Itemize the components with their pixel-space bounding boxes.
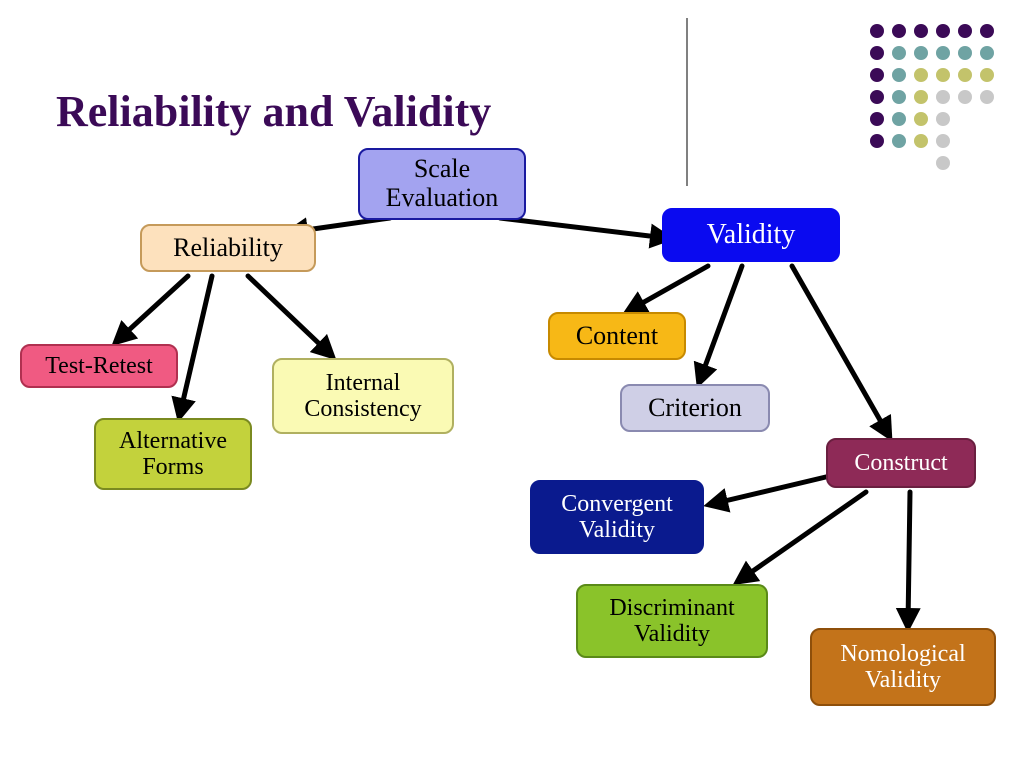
node-label: NomologicalValidity — [840, 641, 965, 694]
decoration-dot — [958, 90, 972, 104]
node-label: Reliability — [173, 234, 283, 263]
decoration-dot — [980, 46, 994, 60]
decoration-dot — [936, 24, 950, 38]
node-scale-evaluation: ScaleEvaluation — [358, 148, 526, 220]
decoration-dot — [980, 90, 994, 104]
decoration-dot — [892, 134, 906, 148]
node-label: DiscriminantValidity — [609, 595, 734, 648]
decoration-dot — [936, 112, 950, 126]
decoration-dot — [870, 24, 884, 38]
decoration-dot — [914, 46, 928, 60]
decoration-dot — [958, 24, 972, 38]
node-alternative-forms: AlternativeForms — [94, 418, 252, 490]
decoration-dot — [936, 68, 950, 82]
decoration-dot — [892, 68, 906, 82]
node-criterion: Criterion — [620, 384, 770, 432]
decoration-dot — [936, 90, 950, 104]
decoration-dot — [958, 68, 972, 82]
decoration-dot — [892, 46, 906, 60]
decoration-dot — [870, 68, 884, 82]
decoration-dot — [870, 90, 884, 104]
node-validity: Validity — [662, 208, 840, 262]
node-content: Content — [548, 312, 686, 360]
node-label: ScaleEvaluation — [386, 155, 499, 212]
decoration-dot — [914, 112, 928, 126]
decoration-dot — [870, 134, 884, 148]
node-label: AlternativeForms — [119, 428, 227, 481]
decoration-dot — [892, 90, 906, 104]
decoration-dot — [936, 156, 950, 170]
decoration-dot — [892, 112, 906, 126]
node-label: Criterion — [648, 394, 742, 423]
decoration-dot — [936, 134, 950, 148]
node-label: Validity — [707, 220, 796, 251]
node-construct: Construct — [826, 438, 976, 488]
decoration-dot — [870, 46, 884, 60]
slide-title: Reliability and Validity — [56, 86, 491, 137]
decoration-dot — [892, 24, 906, 38]
node-label: ConvergentValidity — [561, 491, 673, 544]
node-test-retest: Test-Retest — [20, 344, 178, 388]
decoration-dot — [980, 24, 994, 38]
decoration-dot — [958, 46, 972, 60]
node-nomological-validity: NomologicalValidity — [810, 628, 996, 706]
decoration-dot — [870, 112, 884, 126]
node-reliability: Reliability — [140, 224, 316, 272]
decoration-dot — [914, 90, 928, 104]
node-internal-consistency: InternalConsistency — [272, 358, 454, 434]
decoration-dot — [914, 68, 928, 82]
node-label: Content — [576, 322, 658, 351]
node-label: InternalConsistency — [304, 370, 421, 423]
node-label: Test-Retest — [45, 353, 153, 379]
decoration-dot — [914, 134, 928, 148]
decoration-dot — [936, 46, 950, 60]
node-convergent-validity: ConvergentValidity — [530, 480, 704, 554]
node-label: Construct — [854, 450, 947, 476]
decoration-dot — [980, 68, 994, 82]
title-divider-line — [686, 18, 688, 186]
decoration-dot — [914, 24, 928, 38]
node-discriminant-validity: DiscriminantValidity — [576, 584, 768, 658]
